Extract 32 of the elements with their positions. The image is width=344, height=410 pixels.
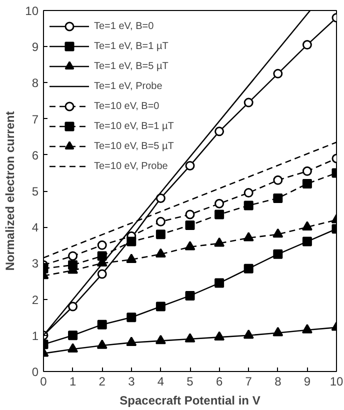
y-tick-label: 9 [32, 40, 39, 54]
legend-label: Te=10 eV, B=5 µT [94, 140, 174, 153]
x-tick-label: 6 [216, 374, 223, 388]
x-tick-label: 8 [274, 374, 282, 388]
y-tick-label: 3 [32, 256, 39, 271]
legend-label: Te=1 eV, Probe [94, 80, 162, 93]
y-tick-label: 4 [32, 220, 39, 235]
x-tick-label: 5 [186, 374, 194, 388]
x-tick-label: 3 [128, 374, 136, 388]
y-tick-label: 1 [32, 328, 39, 343]
x-tick-label: 0 [40, 374, 48, 388]
x-tick-label: 10 [330, 374, 344, 388]
legend-label: Te=1 eV, B=1 µT [94, 40, 168, 53]
x-axis-title: Spacecraft Potential in V [120, 394, 260, 408]
y-tick-label: 0 [32, 365, 39, 379]
y-tick-label: 10 [25, 4, 39, 18]
legend-label: Te=10 eV, B=1 µT [94, 120, 174, 133]
y-tick-label: 7 [32, 112, 39, 126]
x-tick-label: 2 [98, 374, 106, 388]
x-tick-label: 4 [157, 374, 164, 388]
y-tick-label: 5 [32, 184, 39, 198]
legend-label: Te=1 eV, B=0 [94, 20, 154, 33]
x-tick-label: 9 [304, 374, 311, 388]
y-tick-label: 8 [32, 76, 39, 90]
y-tick-label: 6 [32, 148, 39, 162]
legend-label: Te=10 eV, B=0 [94, 100, 160, 113]
legend-label: Te=1 eV, B=5 µT [94, 60, 168, 73]
x-tick-label: 1 [69, 374, 76, 388]
x-tick-label: 7 [245, 374, 252, 388]
y-tick-label: 2 [32, 292, 39, 307]
legend-label: Te=10 eV, Probe [94, 160, 168, 173]
y-axis-title: Normalized electron current [3, 111, 18, 271]
